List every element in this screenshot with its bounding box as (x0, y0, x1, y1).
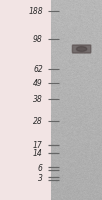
Text: 98: 98 (33, 34, 43, 44)
FancyBboxPatch shape (72, 45, 91, 53)
Text: 38: 38 (33, 95, 43, 104)
Text: 6: 6 (38, 164, 43, 173)
Text: 17: 17 (33, 140, 43, 149)
Text: 3: 3 (38, 174, 43, 183)
Text: 28: 28 (33, 116, 43, 126)
Bar (0, 0, 51, 200)
Text: 188: 188 (28, 6, 43, 16)
Ellipse shape (76, 47, 87, 51)
Text: 62: 62 (33, 64, 43, 73)
Text: 49: 49 (33, 78, 43, 88)
Text: 14: 14 (33, 148, 43, 158)
